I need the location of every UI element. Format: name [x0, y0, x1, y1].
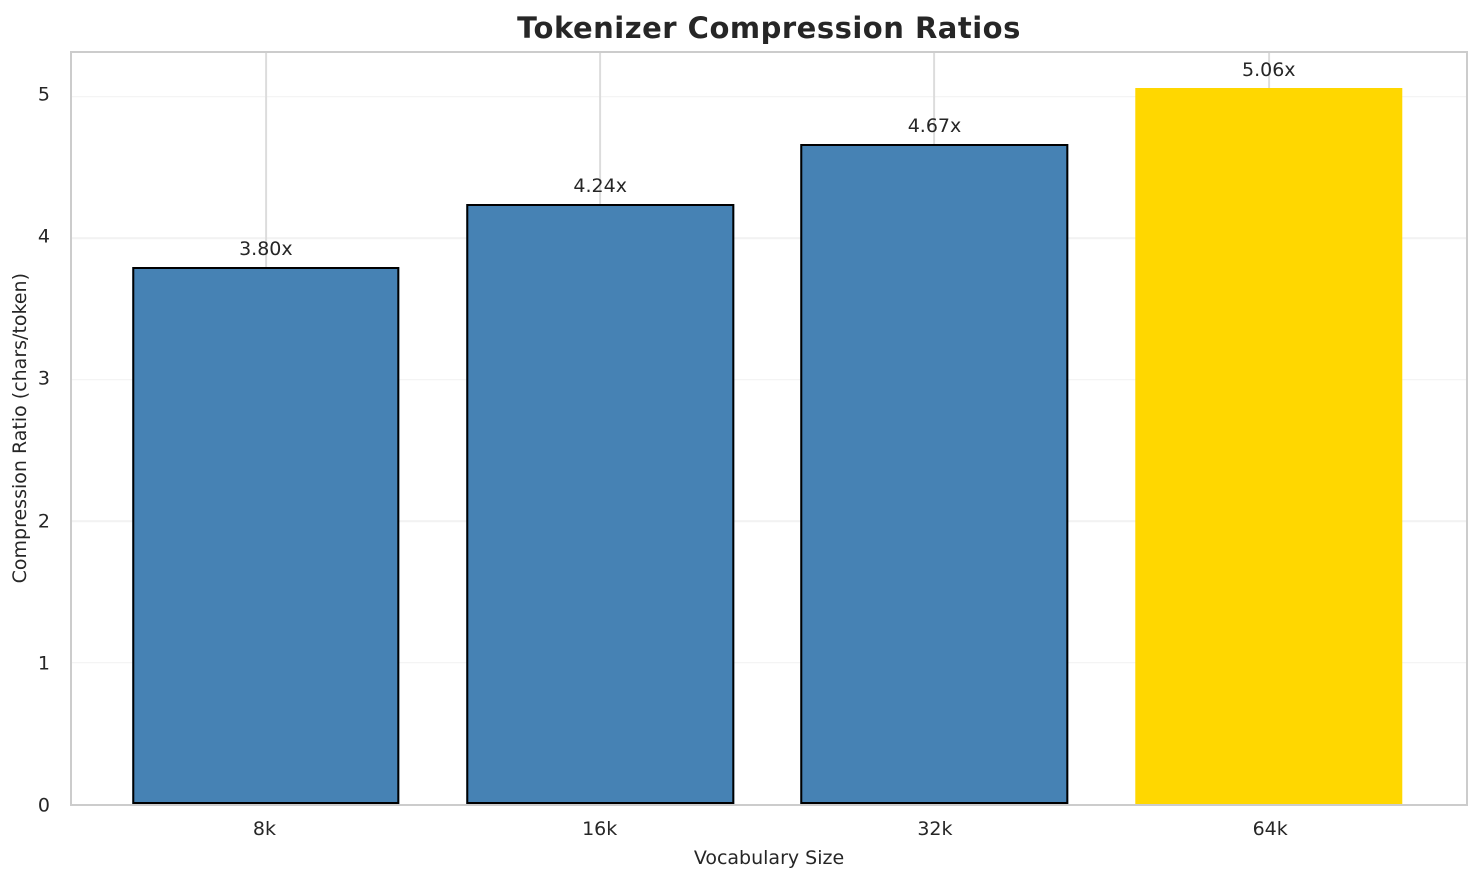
y-gridline	[72, 237, 1466, 240]
x-tick-label-64k: 64k	[1252, 818, 1288, 840]
y-tick-label: 4	[37, 225, 50, 248]
y-gridline	[72, 96, 1466, 98]
y-gridline	[72, 378, 1466, 381]
y-tick-label: 5	[37, 83, 50, 106]
bar-16k	[466, 204, 734, 804]
y-tick-label: 1	[37, 652, 50, 675]
x-tick-label-16k: 16k	[582, 818, 618, 840]
plot-area: 3.80x 4.24x 4.67x 5.06x	[70, 51, 1468, 806]
y-gridline	[72, 661, 1466, 664]
chart-title: Tokenizer Compression Ratios	[517, 11, 1021, 45]
y-tick-label: 2	[37, 510, 50, 533]
y-tick-label: 3	[37, 367, 50, 390]
y-tick-label: 0	[37, 794, 50, 817]
bar-value-label: 3.80x	[239, 237, 293, 260]
bar-64k	[1135, 88, 1403, 804]
x-tick-label-8k: 8k	[252, 818, 276, 840]
x-tick-labels: 8k 16k 32k 64k	[70, 816, 1468, 844]
x-tick-label-32k: 32k	[917, 818, 953, 840]
y-gridline	[72, 520, 1466, 522]
bar-value-label: 4.67x	[907, 114, 962, 137]
bar-value-label: 5.06x	[1241, 59, 1296, 82]
bar-value-label: 4.24x	[573, 175, 627, 198]
x-axis-label: Vocabulary Size	[693, 847, 845, 869]
bar-8k	[132, 266, 400, 804]
y-tick-labels: 0 1 2 3 4 5	[0, 51, 58, 815]
bar-32k	[800, 143, 1069, 804]
